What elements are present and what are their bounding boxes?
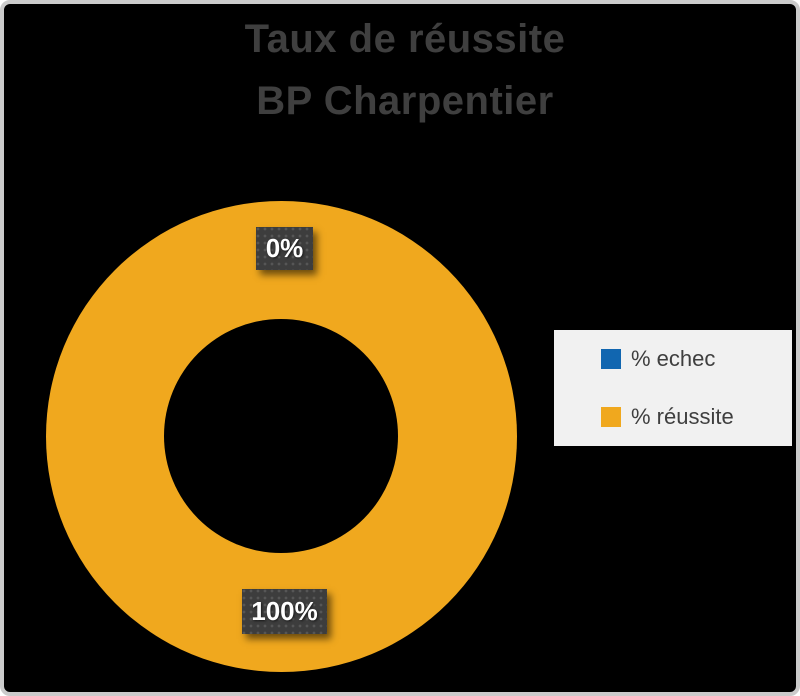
legend-item-echec: % echec: [601, 346, 792, 371]
chart-title-line2: BP Charpentier: [256, 79, 554, 123]
legend-item-reussite: % réussite: [601, 404, 792, 429]
data-label-reussite: 100%: [242, 589, 327, 634]
donut-hole: [164, 319, 398, 553]
data-label-echec: 0%: [256, 227, 313, 270]
legend-swatch-reussite-icon: [601, 407, 621, 427]
chart-title-line1: Taux de réussite: [244, 17, 566, 61]
data-label-echec-value: 0%: [265, 233, 304, 263]
data-label-reussite-value: 100%: [251, 596, 318, 626]
legend-label-echec: % echec: [631, 346, 716, 371]
legend-swatch-echec-icon: [601, 349, 621, 369]
chart-title: Taux de réussite BP Charpentier: [14, 8, 796, 132]
legend-label-reussite: % réussite: [631, 404, 734, 429]
legend: % echec % réussite: [554, 330, 792, 446]
